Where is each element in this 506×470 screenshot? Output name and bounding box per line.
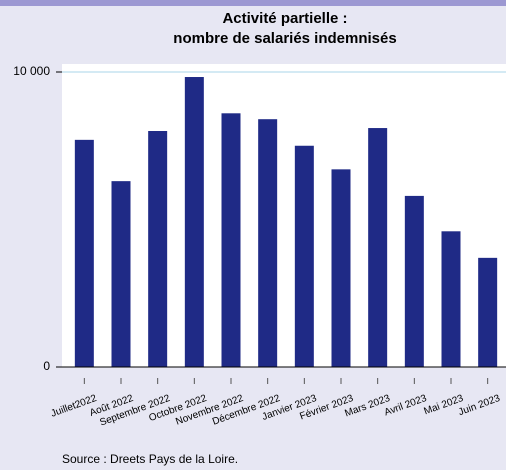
- bar: [184, 77, 204, 367]
- bar: [404, 195, 424, 367]
- bar: [74, 139, 94, 367]
- bar: [258, 119, 278, 367]
- bar: [478, 257, 498, 367]
- bar: [441, 231, 461, 367]
- bar: [111, 181, 131, 367]
- chart-title: nombre de salariés indemnisés: [173, 30, 396, 47]
- bar: [331, 169, 351, 367]
- y-tick-label: 0: [43, 359, 50, 373]
- bar: [148, 131, 168, 367]
- y-tick-label: 10 000: [13, 64, 50, 78]
- bar: [221, 113, 241, 367]
- bar: [368, 128, 388, 367]
- bar: [294, 145, 314, 367]
- chart-title: Activité partielle :: [222, 10, 347, 27]
- top-strip: [0, 0, 506, 6]
- source: Source : Dreets Pays de la Loire.: [62, 452, 238, 466]
- plot-area: [62, 64, 506, 367]
